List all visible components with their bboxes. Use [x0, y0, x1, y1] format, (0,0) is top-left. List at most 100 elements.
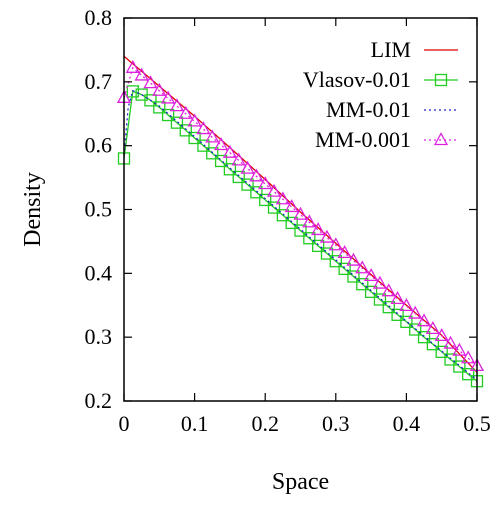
data-point [285, 216, 298, 230]
data-point [409, 323, 422, 336]
legend-item-mm-0-01: MM-0.01 [326, 97, 458, 122]
x-axis-label: Space [272, 469, 329, 495]
data-point [372, 275, 388, 289]
legend-item-lim: LIM [371, 37, 458, 62]
data-point [346, 252, 361, 266]
axis-ticks: 0 0.1 0.2 0.3 0.4 0.5 0.2 0.3 0.4 0.5 0.6 0.7 0.8 [85, 5, 491, 436]
y-tick-label: 0.4 [85, 260, 113, 285]
legend-marker [434, 73, 448, 87]
y-tick-label: 0.8 [85, 5, 113, 30]
series-line-mm-0-01 [123, 89, 478, 381]
series-vlasov-0-01 [117, 85, 484, 388]
data-point [276, 209, 290, 222]
data-point [143, 75, 158, 89]
plot-area [116, 55, 485, 388]
data-point [284, 199, 299, 213]
data-point [390, 291, 405, 305]
data-point [391, 308, 404, 321]
data-point [125, 59, 140, 73]
y-tick-label: 0.5 [85, 197, 113, 222]
data-point [435, 345, 448, 358]
data-point [320, 247, 334, 260]
data-point [329, 255, 342, 268]
data-point [302, 214, 317, 228]
data-point [205, 129, 220, 143]
legend-label: MM-0.001 [315, 127, 411, 152]
data-point [187, 113, 202, 127]
data-point [258, 176, 273, 190]
data-point [355, 260, 370, 274]
data-point [275, 191, 290, 205]
data-point [311, 239, 325, 253]
data-point [214, 154, 228, 168]
series-mm-0-01 [123, 89, 478, 381]
legend-label: LIM [371, 37, 411, 62]
data-point [240, 160, 255, 174]
series-lim [123, 55, 478, 373]
data-point [319, 229, 335, 243]
data-point [400, 315, 413, 328]
data-point [399, 298, 414, 312]
data-point [338, 262, 351, 276]
series-mm-0-001 [116, 59, 485, 372]
data-point [462, 368, 475, 381]
data-point [444, 353, 457, 366]
data-point [161, 108, 175, 122]
x-tick-label: 0.1 [181, 411, 209, 436]
data-point [249, 168, 264, 182]
data-point [188, 131, 201, 145]
data-point [126, 85, 139, 98]
data-point [232, 170, 245, 184]
data-point [223, 163, 237, 176]
data-point [231, 152, 246, 166]
data-point [337, 245, 352, 259]
data-point [381, 283, 396, 297]
data-point [267, 201, 281, 214]
data-point [197, 139, 210, 152]
legend-label: MM-0.01 [326, 97, 411, 122]
x-tick-label: 0.4 [393, 411, 421, 436]
y-tick-label: 0.3 [85, 324, 113, 349]
legend-item-mm-0-001: MM-0.001 [315, 127, 458, 152]
data-point [408, 305, 423, 319]
y-tick-label: 0.6 [85, 133, 113, 158]
y-axis-label: Density [20, 172, 46, 247]
data-point [311, 222, 326, 236]
data-point [161, 90, 176, 104]
data-point [416, 313, 432, 327]
legend-marker [433, 132, 449, 146]
data-point [144, 94, 157, 107]
x-tick-label: 0 [119, 411, 130, 436]
data-point [222, 144, 237, 158]
data-point [178, 105, 193, 119]
y-tick-label: 0.2 [85, 388, 113, 413]
series-line-lim [123, 55, 478, 373]
data-point [152, 82, 167, 96]
data-point [347, 270, 360, 283]
data-point [328, 237, 343, 251]
data-point [382, 301, 395, 314]
data-point [425, 321, 440, 335]
data-point [241, 178, 254, 191]
data-point [250, 186, 263, 199]
data-point [452, 342, 467, 356]
plot-frame [123, 17, 478, 402]
data-point [303, 232, 316, 245]
legend: LIM Vlasov-0.01 MM-0.01 MM-0.001 [303, 37, 458, 152]
x-tick-label: 0.3 [322, 411, 350, 436]
data-point [179, 124, 192, 137]
series-line-mm-0-001 [123, 66, 478, 367]
data-point [206, 147, 219, 160]
data-point [169, 98, 185, 112]
data-point [443, 335, 458, 349]
data-point [356, 278, 369, 291]
data-point [434, 328, 449, 342]
data-point [294, 224, 307, 237]
data-point [153, 101, 166, 114]
data-point [293, 206, 308, 220]
data-point [259, 193, 272, 207]
data-point [364, 285, 378, 298]
data-point [461, 350, 476, 364]
legend-item-vlasov-0-01: Vlasov-0.01 [303, 67, 458, 92]
